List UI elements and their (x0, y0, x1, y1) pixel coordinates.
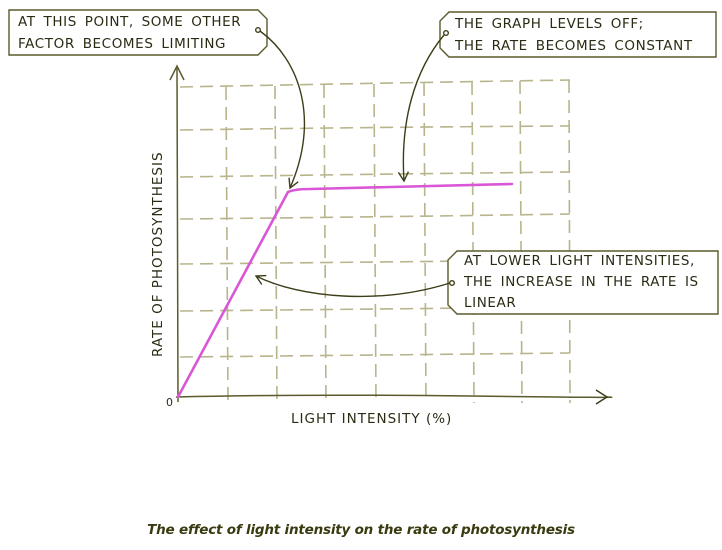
callout-levels-off-line-2: THE RATE BECOMES CONSTANT (455, 38, 693, 54)
callout-limiting-line-1: AT THIS POINT, SOME OTHER (18, 14, 242, 30)
leader-arrow-linear-icon (254, 274, 451, 298)
callout-levels-off: THE GRAPH LEVELS OFF; THE RATE BECOMES C… (455, 13, 693, 57)
leader-arrow-levels-off-icon (397, 34, 445, 183)
y-axis-arrow-icon (169, 64, 185, 81)
callout-levels-off-line-1: THE GRAPH LEVELS OFF; (455, 16, 644, 32)
leader-arrows (254, 27, 456, 298)
x-axis-arrow-icon (595, 389, 609, 405)
y-axis-label: RATE OF PHOTOSYNTHESIS (150, 151, 166, 357)
callout-limiting-line-2: FACTOR BECOMES LIMITING (18, 36, 227, 52)
callout-box-limiting (8, 9, 268, 56)
callout-box-levels-off (439, 11, 717, 58)
anchor-dot-linear (449, 280, 456, 287)
callout-linear-line-3: LINEAR (464, 295, 517, 311)
anchor-dot-limiting (254, 27, 261, 34)
callout-box-linear (447, 250, 719, 315)
x-axis (175, 394, 613, 399)
callout-limiting: AT THIS POINT, SOME OTHER FACTOR BECOMES… (18, 11, 241, 55)
rate-curve (176, 182, 514, 399)
callout-linear-line-1: AT LOWER LIGHT INTENSITIES, (464, 253, 695, 269)
y-axis (176, 67, 179, 403)
grid-horizontal (179, 79, 571, 358)
callout-linear-line-2: THE INCREASE IN THE RATE IS (464, 274, 699, 290)
axes (169, 64, 613, 405)
x-axis-label: LIGHT INTENSITY (%) (291, 411, 453, 427)
leader-arrow-limiting-icon (259, 30, 306, 190)
anchor-dot-levels-off (443, 30, 450, 37)
origin-label: 0 (166, 396, 173, 409)
grid-vertical (225, 79, 571, 404)
callout-linear: AT LOWER LIGHT INTENSITIES, THE INCREASE… (464, 251, 699, 314)
figure-caption: The effect of light intensity on the rat… (147, 522, 575, 538)
